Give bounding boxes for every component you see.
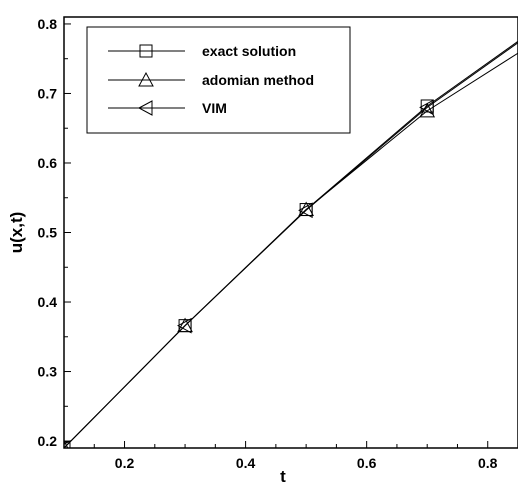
- legend-label: exact solution: [202, 43, 296, 59]
- y-tick-label: 0.8: [38, 16, 58, 32]
- ticks-layer: 0.2 0.4 0.6 0.8 0.2 0.3 0.4 0.5 0.6 0.7 0.8: [38, 16, 518, 471]
- y-tick-label: 0.5: [38, 225, 58, 241]
- y-tick-label: 0.2: [38, 433, 58, 449]
- data-point-marker: [177, 317, 193, 333]
- data-point-marker: [177, 317, 192, 334]
- y-tick-label: 0.3: [38, 364, 58, 380]
- x-tick-label: 0.4: [236, 455, 256, 471]
- x-tick-label: 0.2: [115, 455, 135, 471]
- legend-label: adomian method: [202, 72, 314, 88]
- data-point-marker: [298, 201, 314, 217]
- y-tick-label: 0.4: [38, 294, 58, 310]
- legend-entry: adomian method: [108, 71, 314, 88]
- legend-marker: [139, 44, 153, 58]
- data-point-marker: [419, 99, 434, 116]
- x-tick-label: 0.6: [357, 455, 377, 471]
- data-point-marker: [298, 202, 313, 219]
- legend-label: VIM: [202, 100, 227, 116]
- y-tick-label: 0.6: [38, 155, 58, 171]
- y-tick-label: 0.7: [38, 85, 58, 101]
- series-line: [64, 42, 518, 448]
- legend: exact solution adomian method VIM: [86, 26, 351, 134]
- series-layer: [64, 40, 518, 448]
- x-axis-title: t: [280, 467, 286, 486]
- y-axis-title: u(x,t): [7, 212, 26, 254]
- legend-entry: exact solution: [108, 43, 296, 59]
- legend-marker: [138, 71, 154, 87]
- series-triangle-left: [64, 42, 518, 448]
- legend-entries: exact solution adomian method VIM: [108, 43, 314, 116]
- legend-entry: VIM: [108, 100, 227, 116]
- legend-marker: [137, 100, 153, 116]
- x-tick-label: 0.8: [478, 455, 498, 471]
